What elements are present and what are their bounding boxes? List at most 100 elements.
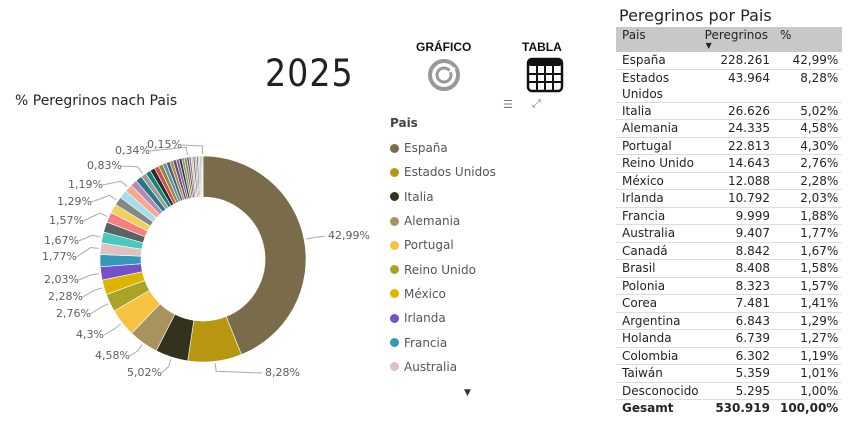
cell-pais: Desconocido: [616, 382, 703, 400]
table-row[interactable]: México 12.088 2,28%: [616, 172, 843, 190]
legend-item-label: Reino Unido: [404, 262, 476, 277]
donut-chart-icon[interactable]: [427, 58, 461, 92]
table-row[interactable]: Colombia 6.302 1,19%: [616, 347, 843, 365]
cell-percent: 4,58%: [773, 119, 843, 138]
cell-peregrinos: 6.739: [702, 329, 774, 348]
cell-percent: 1,19%: [773, 347, 843, 365]
cell-pais: Colombia: [616, 347, 703, 365]
chart-title: % Peregrinos nach Pais: [15, 93, 178, 109]
data-label-leader-line: [305, 235, 326, 240]
legend-item[interactable]: Alemania: [390, 209, 496, 233]
cell-percent: 42,99%: [773, 52, 843, 70]
table-row[interactable]: Polonia 8.323 1,57%: [616, 277, 843, 295]
column-header-peregrinos[interactable]: Peregrinos ▼: [702, 27, 774, 52]
legend-item-label: Italia: [404, 189, 434, 204]
data-label: 42,99%: [328, 229, 370, 242]
legend-item-label: Australia: [404, 359, 458, 374]
column-header-pais[interactable]: Pais: [616, 27, 703, 52]
table-row[interactable]: Italia 26.626 5,02%: [616, 102, 843, 120]
legend: Pais España Estados Unidos Italia Alemania P…: [390, 116, 496, 379]
cell-percent: 1,27%: [773, 329, 843, 348]
table-row[interactable]: España 228.261 42,99%: [616, 52, 843, 70]
data-label: 4,3%: [76, 328, 104, 341]
table-row[interactable]: Holanda 6.739 1,27%: [616, 329, 843, 348]
table-row[interactable]: Irlanda 10.792 2,03%: [616, 189, 843, 208]
legend-color-marker: [390, 265, 399, 275]
legend-item[interactable]: Irlanda: [390, 306, 496, 330]
cell-pais: Argentina: [616, 312, 703, 330]
cell-pais: Italia: [616, 102, 703, 120]
table-row[interactable]: Canadá 8.842 1,67%: [616, 242, 843, 260]
table-row[interactable]: Brasil 8.408 1,58%: [616, 259, 843, 278]
cell-percent: 1,58%: [773, 259, 843, 278]
data-label-leader-line: [103, 323, 121, 336]
cell-pais: Taiwán: [616, 364, 703, 383]
cell-pais: Portugal: [616, 137, 703, 155]
legend-color-marker: [390, 362, 399, 372]
data-label-leader-line: [129, 344, 143, 357]
peregrinos-table: Pais Peregrinos ▼ % España 228.261 42,99% Es…: [616, 27, 843, 417]
legend-scroll-down-icon[interactable]: ▼: [464, 388, 471, 398]
table-row[interactable]: Desconocido 5.295 1,00%: [616, 382, 843, 400]
legend-item[interactable]: Estados Unidos: [390, 160, 496, 184]
donut-slice[interactable]: [201, 155, 204, 198]
data-label-leader-line: [161, 358, 172, 374]
data-label-leader-line: [214, 363, 263, 374]
legend-item[interactable]: Australia: [390, 355, 496, 379]
legend-item[interactable]: Reino Unido: [390, 257, 496, 281]
legend-item[interactable]: Italia: [390, 185, 496, 209]
cell-percent: 1,41%: [773, 294, 843, 313]
table-row[interactable]: Alemania 24.335 4,58%: [616, 119, 843, 138]
table-row[interactable]: Portugal 22.813 4,30%: [616, 137, 843, 155]
data-label: 5,02%: [127, 366, 162, 379]
focus-mode-icon[interactable]: ⤢: [532, 97, 541, 110]
table-row[interactable]: Reino Unido 14.643 2,76%: [616, 154, 843, 173]
data-label: 0,15%: [147, 138, 182, 151]
data-label: 0,34%: [115, 144, 150, 157]
legend-item-label: Portugal: [404, 238, 454, 253]
cell-peregrinos: 22.813: [702, 137, 774, 155]
data-label: 4,58%: [95, 349, 130, 362]
cell-pais: Holanda: [616, 329, 703, 348]
cell-percent: 2,03%: [773, 189, 843, 208]
cell-percent: 1,67%: [773, 242, 843, 260]
donut-slice[interactable]: [202, 155, 307, 355]
legend-item[interactable]: Francia: [390, 330, 496, 354]
legend-item[interactable]: Portugal: [390, 233, 496, 257]
cell-percent: 2,28%: [773, 172, 843, 190]
legend-item[interactable]: España: [390, 136, 496, 160]
data-label: 2,76%: [56, 307, 91, 320]
table-row[interactable]: Argentina 6.843 1,29%: [616, 312, 843, 330]
legend-color-marker: [390, 313, 399, 323]
cell-peregrinos: 9.999: [702, 207, 774, 225]
cell-pais: México: [616, 172, 703, 190]
legend-color-marker: [390, 338, 399, 348]
table-row[interactable]: Taiwán 5.359 1,01%: [616, 364, 843, 383]
data-label-leader-line: [102, 180, 128, 187]
column-header-percent[interactable]: %: [773, 27, 843, 52]
chart-button-label[interactable]: GRÁFICO: [416, 40, 472, 54]
cell-pais: Francia: [616, 207, 703, 225]
cell-peregrinos: 10.792: [702, 189, 774, 208]
cell-pais: España: [616, 52, 703, 70]
legend-color-marker: [390, 289, 399, 299]
legend-item[interactable]: México: [390, 282, 496, 306]
cell-peregrinos: 6.302: [702, 347, 774, 365]
table-row[interactable]: Corea 7.481 1,41%: [616, 294, 843, 313]
table-row[interactable]: Francia 9.999 1,88%: [616, 207, 843, 225]
data-label-leader-line: [181, 144, 203, 155]
legend-title: Pais: [390, 116, 418, 130]
table-row[interactable]: Australia 9.407 1,77%: [616, 224, 843, 243]
filter-icon[interactable]: ☰: [503, 98, 513, 111]
data-label: 1,77%: [42, 250, 77, 263]
cell-pais: Reino Unido: [616, 154, 703, 173]
legend-color-marker: [390, 192, 399, 202]
legend-color-marker: [390, 216, 399, 226]
table-icon[interactable]: [526, 57, 564, 93]
table-button-label[interactable]: TABLA: [522, 40, 562, 54]
data-label: 8,28%: [265, 366, 300, 379]
cell-percent: 1,01%: [773, 364, 843, 383]
data-label: 1,29%: [57, 195, 92, 208]
table-row[interactable]: Estados Unidos 43.964 8,28%: [616, 69, 843, 103]
cell-peregrinos: 12.088: [702, 172, 774, 190]
